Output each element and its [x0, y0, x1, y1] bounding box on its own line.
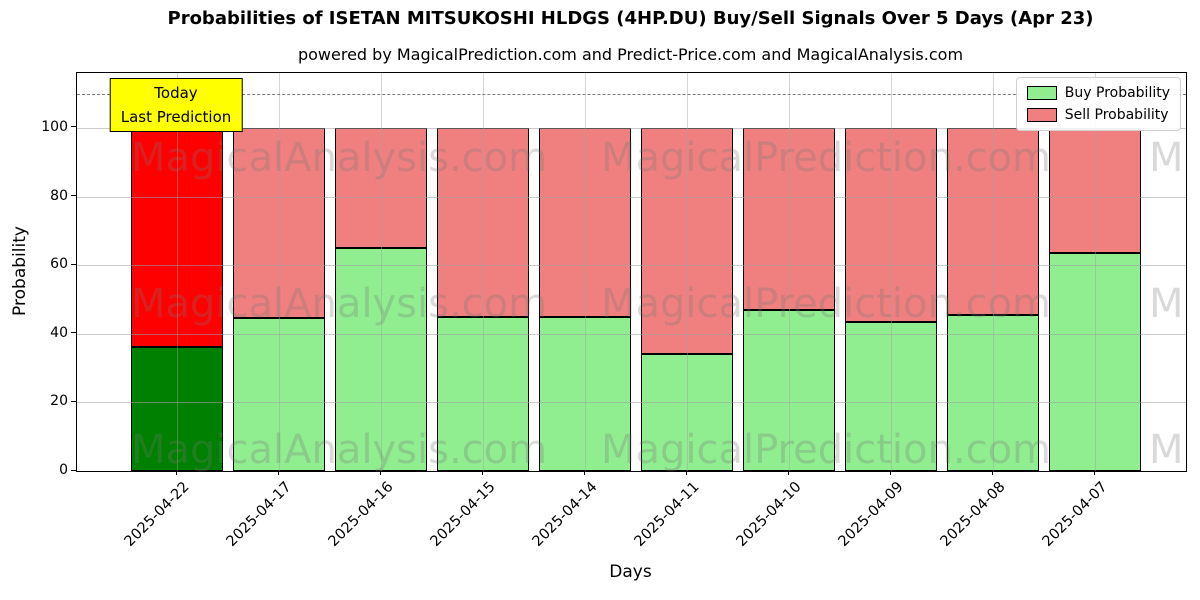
bar-segment-sell	[947, 127, 1039, 315]
x-tick-label-text: 2025-04-11	[631, 479, 703, 550]
plot-area: MagicalAnalysis.com MagicalPrediction.com…	[76, 72, 1187, 473]
x-tick-mark	[482, 470, 483, 475]
y-tick-label: 20	[50, 393, 68, 410]
legend-label-buy: Buy Probability	[1064, 85, 1170, 101]
gridline-vertical	[585, 73, 586, 471]
bar-segment-buy	[845, 321, 937, 471]
bar-segment-buy	[437, 316, 529, 471]
x-tick-mark	[992, 470, 993, 475]
y-tick-mark	[71, 332, 76, 334]
x-tick-label-text: 2025-04-14	[529, 479, 601, 550]
x-tick-mark	[176, 470, 177, 475]
bar-segment-buy	[131, 347, 223, 471]
buy-swatch-icon	[1026, 86, 1057, 100]
y-tick-mark	[71, 400, 76, 402]
legend-item-buy: Buy Probability	[1026, 85, 1170, 101]
bar-segment-buy	[335, 247, 427, 471]
x-tick-label-text: 2025-04-08	[937, 479, 1009, 550]
gridline-vertical	[279, 73, 280, 471]
bar-segment-buy	[539, 316, 631, 471]
bar-segment-sell	[131, 127, 223, 348]
gridline-vertical	[789, 73, 790, 471]
gridline-vertical	[993, 73, 994, 471]
y-tick-label: 100	[41, 118, 68, 135]
bar-segment-sell	[335, 127, 427, 248]
sell-swatch-icon	[1026, 108, 1057, 122]
bar-segment-sell	[1049, 127, 1141, 254]
x-tick-label-text: 2025-04-17	[223, 479, 295, 550]
x-tick-mark	[890, 470, 891, 475]
bar-segment-buy	[743, 309, 835, 471]
gridline-horizontal	[77, 333, 1186, 335]
watermark-text: MagicalAnalysis.com	[1149, 427, 1186, 473]
gridline-vertical	[381, 73, 382, 471]
x-tick-mark	[278, 470, 279, 475]
gridline-vertical	[177, 73, 178, 471]
x-tick-mark	[380, 470, 381, 475]
bar-segment-sell	[233, 127, 325, 319]
y-tick-label: 0	[59, 462, 68, 478]
watermark-text: MagicalAnalysis.com	[1149, 281, 1186, 327]
gridline-horizontal	[77, 265, 1186, 267]
watermark-text: MagicalAnalysis.com	[1149, 135, 1186, 181]
y-tick-mark	[71, 195, 76, 197]
gridline-vertical	[891, 73, 892, 471]
y-tick-label: 40	[50, 324, 68, 341]
threshold-dashed-line	[77, 93, 1186, 95]
legend: Buy Probability Sell Probability	[1015, 77, 1181, 131]
chart-title: Probabilities of ISETAN MITSUKOSHI HLDGS…	[167, 8, 1094, 29]
legend-item-sell: Sell Probability	[1026, 107, 1170, 123]
x-tick-mark	[584, 470, 585, 475]
bar-segment-buy	[1049, 253, 1141, 471]
y-tick-mark	[71, 469, 76, 471]
legend-label-sell: Sell Probability	[1064, 107, 1169, 123]
y-tick-mark	[71, 126, 76, 128]
bar-segment-buy	[233, 318, 325, 471]
gridline-vertical	[1095, 73, 1096, 471]
today-annotation: Today Last Prediction	[109, 78, 243, 132]
x-axis-label: Days	[609, 562, 652, 582]
x-tick-label-text: 2025-04-07	[1039, 479, 1111, 550]
gridline-horizontal	[77, 127, 1186, 129]
y-tick-label: 60	[50, 256, 68, 273]
x-tick-mark	[788, 470, 789, 475]
bar-segment-sell	[539, 127, 631, 317]
y-tick-mark	[71, 263, 76, 265]
chart-subtitle: powered by MagicalPrediction.com and Pre…	[297, 45, 964, 64]
y-tick-label: 80	[50, 187, 68, 204]
bar-segment-sell	[641, 127, 733, 355]
bar-segment-buy	[641, 354, 733, 471]
gridline-vertical	[483, 73, 484, 471]
today-annotation-line1: Today	[154, 84, 198, 102]
today-annotation-line2: Last Prediction	[120, 108, 232, 126]
gridline-horizontal	[77, 402, 1186, 404]
x-tick-mark	[686, 470, 687, 475]
bar-segment-sell	[437, 127, 529, 317]
gridline-horizontal	[77, 196, 1186, 198]
x-tick-label-text: 2025-04-16	[325, 479, 397, 550]
x-tick-label-text: 2025-04-10	[733, 479, 805, 550]
x-tick-label-text: 2025-04-15	[427, 479, 499, 550]
bar-segment-sell	[845, 127, 937, 322]
gridline-vertical	[687, 73, 688, 471]
x-tick-label-text: 2025-04-09	[835, 479, 907, 550]
x-tick-mark	[1094, 470, 1095, 475]
bar-segment-buy	[947, 314, 1039, 471]
x-tick-label-text: 2025-04-22	[121, 479, 193, 550]
